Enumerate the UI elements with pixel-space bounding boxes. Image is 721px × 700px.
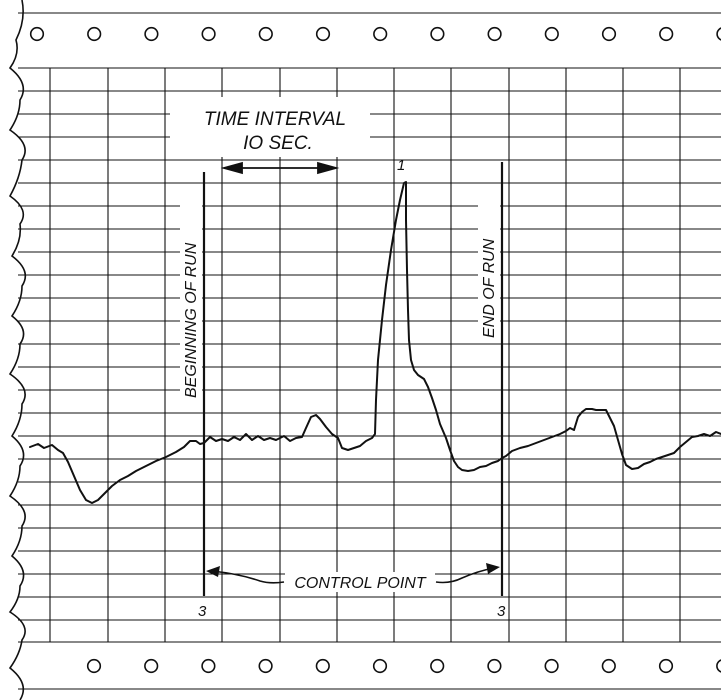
control-point-arrow-right bbox=[435, 567, 495, 584]
perforation-hole bbox=[86, 658, 102, 674]
perforation-hole bbox=[544, 658, 559, 674]
time-interval-arrow bbox=[220, 161, 340, 175]
perforation-hole bbox=[430, 26, 445, 42]
time-interval-arrow-right-head bbox=[317, 161, 340, 175]
torn-paper-left-edge bbox=[8, 0, 27, 700]
perforation-hole bbox=[87, 26, 102, 42]
control-point-arrow-right-head bbox=[486, 563, 500, 574]
peak-number-label: 1 bbox=[397, 157, 405, 174]
perforation-hole bbox=[258, 26, 273, 42]
control-point-label: CONTROL POINT bbox=[294, 575, 427, 592]
grid-vertical-lines bbox=[49, 68, 681, 642]
time-interval-title: TIME INTERVAL bbox=[204, 109, 346, 130]
perforation-hole bbox=[487, 26, 502, 42]
perforation-hole bbox=[601, 658, 616, 674]
chart-grid bbox=[18, 12, 721, 690]
perforation-hole bbox=[658, 658, 674, 674]
end-of-run-label: END OF RUN bbox=[481, 238, 498, 338]
perforation-hole bbox=[544, 26, 559, 42]
perforation-hole bbox=[258, 658, 273, 674]
perforation-hole bbox=[601, 26, 617, 42]
perforation-hole bbox=[487, 658, 502, 674]
perforation-hole bbox=[315, 658, 330, 674]
grid-horizontal-lines bbox=[18, 90, 721, 621]
perforation-hole bbox=[144, 26, 159, 42]
end-marker-number-label: 3 bbox=[497, 603, 506, 620]
top-perforation-holes bbox=[29, 26, 721, 42]
perforation-hole bbox=[373, 26, 388, 42]
beginning-of-run-label: BEGINNING OF RUN bbox=[183, 242, 200, 398]
recorder-trace bbox=[29, 181, 721, 504]
end-of-run-label-box bbox=[478, 205, 500, 340]
perforation-hole bbox=[716, 27, 721, 41]
control-point-arrow-left bbox=[211, 570, 285, 584]
perforation-hole bbox=[372, 658, 388, 674]
beginning-of-run-label-box bbox=[180, 200, 202, 400]
perforation-hole bbox=[659, 26, 674, 42]
perforation-hole bbox=[201, 26, 216, 42]
start-marker-number-label: 3 bbox=[198, 603, 207, 620]
control-point-label-box bbox=[285, 572, 435, 592]
perforation-hole bbox=[430, 658, 445, 674]
perforation-hole bbox=[144, 658, 159, 674]
perforation-hole bbox=[29, 26, 45, 42]
bottom-perforation-holes bbox=[86, 658, 721, 674]
time-interval-label-box bbox=[170, 97, 370, 157]
time-interval-value: IO SEC. bbox=[243, 133, 313, 154]
perforation-hole bbox=[201, 658, 216, 674]
control-point-arrow-left-head bbox=[206, 566, 220, 577]
perforation-hole bbox=[716, 659, 721, 673]
time-interval-arrow-left-head bbox=[220, 161, 243, 175]
perforation-hole bbox=[315, 26, 331, 42]
